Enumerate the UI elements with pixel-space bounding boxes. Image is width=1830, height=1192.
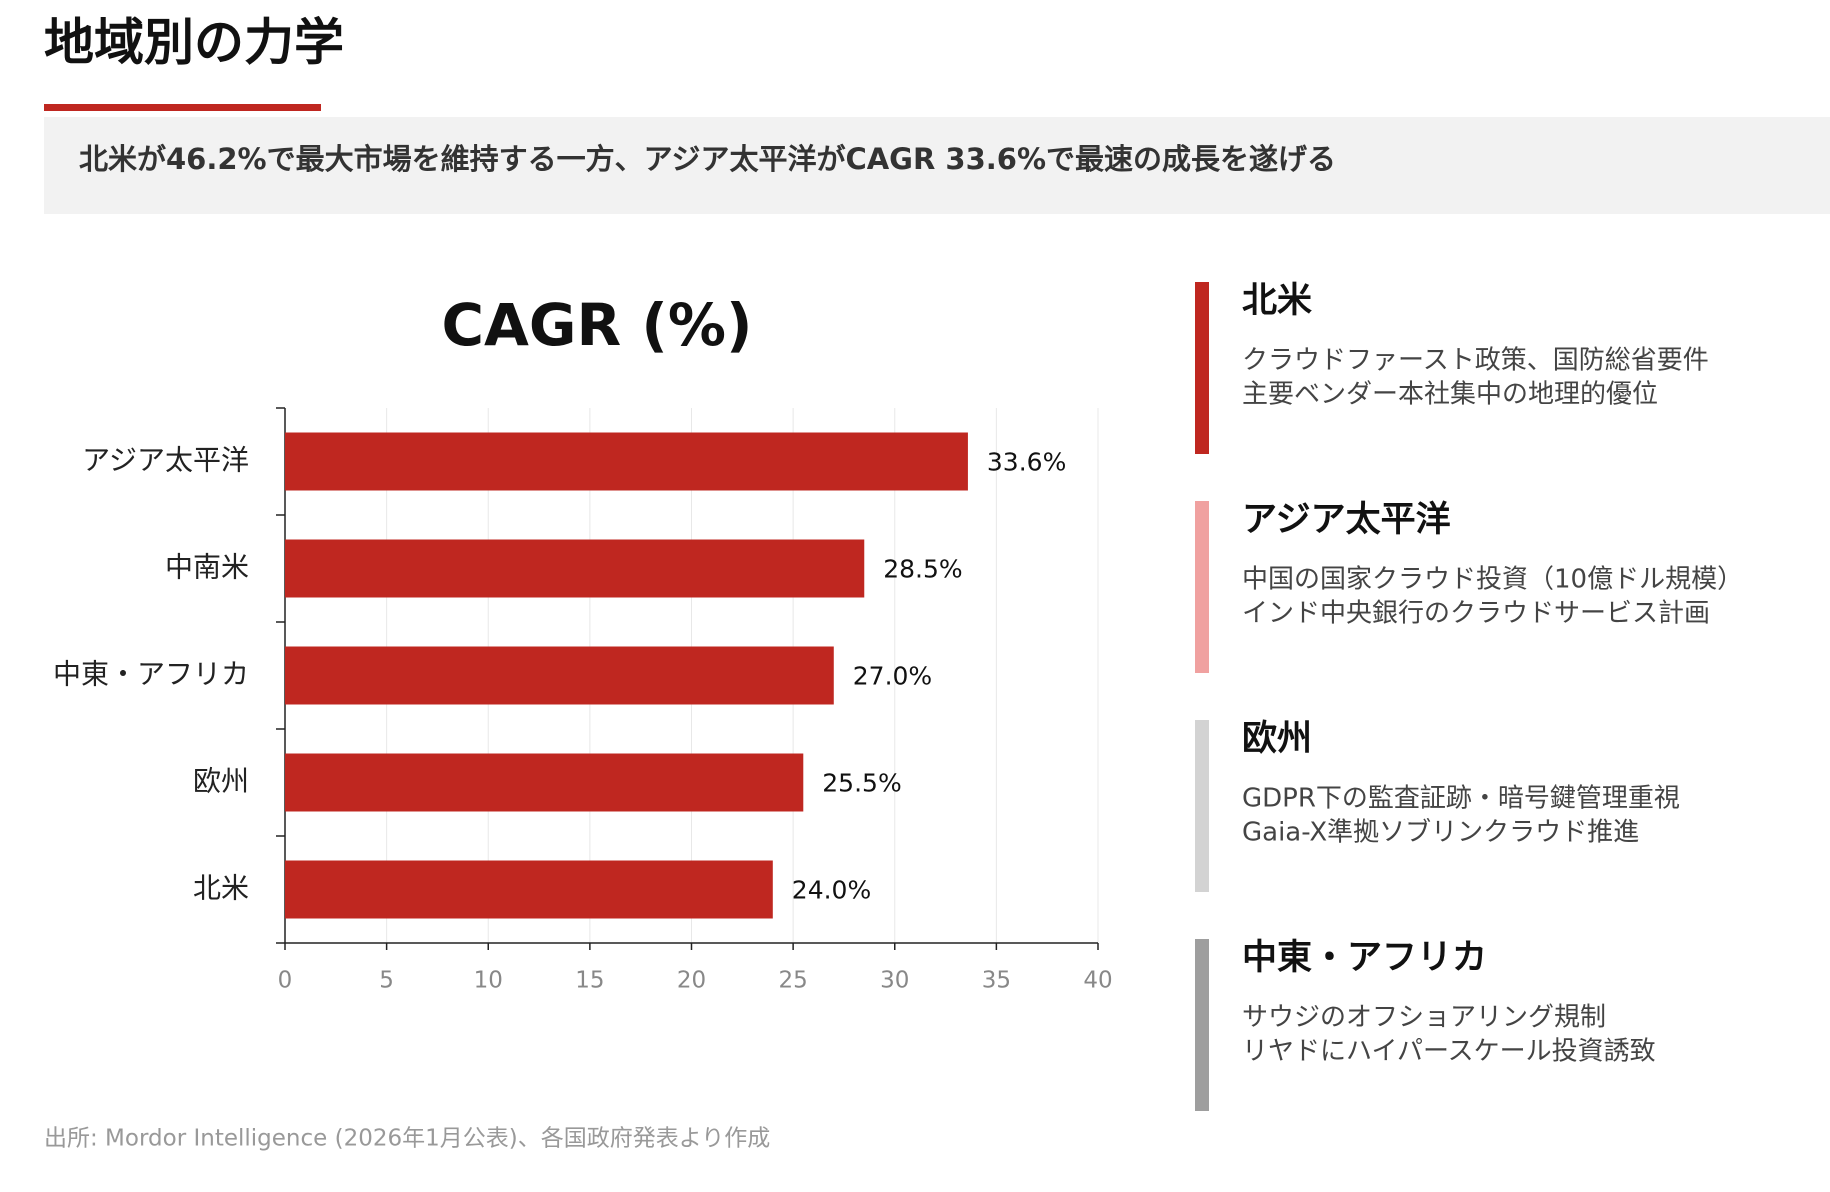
panel-text: 主要ベンダー本社集中の地理的優位 [1242,380,1658,410]
panel-heading: アジア太平洋 [1242,500,1451,540]
x-tick-label: 5 [379,968,394,994]
page-title: 地域別の力学 [44,14,344,72]
x-tick-label: 25 [778,968,807,994]
x-tick-label: 20 [677,968,706,994]
x-tick-label: 0 [278,968,293,994]
panel-heading: 中東・アフリカ [1242,938,1487,978]
panel-heading: 欧州 [1242,719,1312,759]
x-tick-label: 30 [880,968,909,994]
panel-text: リヤドにハイパースケール投資誘致 [1242,1037,1656,1067]
panel-text: Gaia-X準拠ソブリンクラウド推進 [1242,818,1639,848]
chart-title: CAGR (%) [441,291,752,359]
panel-accent [1195,282,1209,454]
x-tick-label: 15 [575,968,604,994]
panel-accent [1195,501,1209,673]
value-label: 25.5% [822,769,901,798]
panel-accent [1195,720,1209,892]
x-tick-label: 40 [1083,968,1112,994]
panel-text: インド中央銀行のクラウドサービス計画 [1242,599,1710,629]
panel-text: クラウドファースト政策、国防総省要件 [1242,346,1709,376]
title-underline [44,104,321,111]
bar [285,539,865,598]
y-tick-label: アジア太平洋 [82,444,249,477]
y-tick-label: 欧州 [193,765,249,798]
bar [285,753,804,812]
y-tick-label: 北米 [193,872,249,905]
bar [285,432,968,491]
panel-accent [1195,939,1209,1111]
subtitle-band [44,117,1830,214]
panel-text: GDPR下の監査証跡・暗号鍵管理重視 [1242,784,1680,814]
source: 出所: Mordor Intelligence (2026年1月公表)、各国政府… [44,1126,770,1152]
y-tick-label: 中南米 [165,551,249,584]
subtitle: 北米が46.2%で最大市場を維持する一方、アジア太平洋がCAGR 33.6%で最… [79,142,1336,176]
x-tick-label: 10 [474,968,503,994]
value-label: 24.0% [792,876,871,905]
bar [285,646,834,705]
value-label: 27.0% [853,662,932,691]
bar [285,860,773,919]
y-tick-label: 中東・アフリカ [53,658,249,691]
panel-text: 中国の国家クラウド投資（10億ドル規模） [1242,565,1743,595]
value-label: 28.5% [883,555,962,584]
panel-text: サウジのオフショアリング規制 [1242,1003,1606,1033]
value-label: 33.6% [987,448,1066,477]
panel-heading: 北米 [1242,281,1312,321]
x-tick-label: 35 [982,968,1011,994]
